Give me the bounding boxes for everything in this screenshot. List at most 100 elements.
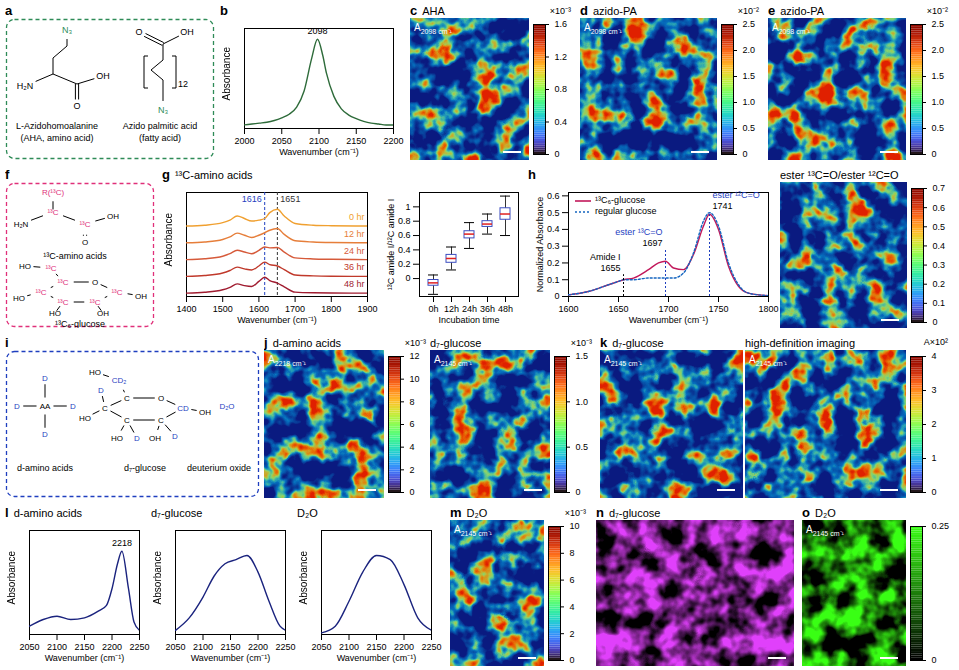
svg-text:0.5: 0.5 [576,442,589,452]
svg-text:HO: HO [79,414,91,423]
svg-text:OH: OH [149,434,161,443]
svg-text:0.3: 0.3 [547,241,560,251]
svg-text:A2145 cm⁻¹: A2145 cm⁻¹ [806,524,845,537]
svg-text:1697: 1697 [642,238,662,248]
svg-text:¹³C: ¹³C [47,208,58,217]
svg-text:¹³C₆-glucose: ¹³C₆-glucose [55,319,105,328]
svg-text:C: C [124,416,130,425]
svg-text:0.8: 0.8 [398,216,411,226]
svg-text:CD₂: CD₂ [112,376,127,385]
svg-text:4: 4 [570,602,575,612]
svg-text:1.5: 1.5 [743,71,756,81]
svg-text:N₃: N₃ [62,25,72,35]
svg-text:12h: 12h [444,304,459,314]
svg-text:2150: 2150 [366,642,386,652]
svg-text:0h: 0h [428,304,438,314]
svg-text:L-Azidohomoalanine: L-Azidohomoalanine [16,121,98,131]
svg-text:OH: OH [96,71,110,81]
svg-text:1500: 1500 [213,304,233,314]
svg-text:0.2: 0.2 [398,259,411,269]
svg-text:N₃: N₃ [158,105,168,115]
svg-text:4: 4 [932,351,937,361]
svg-text:0.6: 0.6 [398,230,411,240]
svg-text:2: 2 [932,419,937,429]
svg-text:2: 2 [570,629,575,639]
svg-text:1400: 1400 [176,304,196,314]
svg-text:0: 0 [932,149,937,159]
svg-text:Wavenumber (cm⁻¹): Wavenumber (cm⁻¹) [237,315,317,325]
svg-text:0.8: 0.8 [555,84,568,94]
svg-text:1700: 1700 [658,304,678,314]
svg-text:6: 6 [410,419,415,429]
svg-text:1.0: 1.0 [576,397,589,407]
svg-text:24 hr: 24 hr [344,246,365,256]
svg-text:deuterium oxide: deuterium oxide [187,463,251,473]
svg-text:8: 8 [570,548,575,558]
svg-text:2200: 2200 [248,642,268,652]
svg-text:1800: 1800 [321,304,341,314]
svg-text:8: 8 [410,397,415,407]
svg-text:0.4: 0.4 [398,245,411,255]
svg-text:A2145 cm⁻¹: A2145 cm⁻¹ [454,524,493,537]
svg-text:2150: 2150 [220,642,240,652]
svg-text:OH: OH [199,408,211,417]
svg-text:A2098 cm⁻¹: A2098 cm⁻¹ [414,22,453,35]
svg-text:0: 0 [743,149,748,159]
svg-text:0.6: 0.6 [547,191,560,201]
svg-text:2150: 2150 [346,136,366,146]
svg-text:2.5: 2.5 [743,19,756,29]
svg-text:0.4: 0.4 [547,224,560,234]
svg-text:2200: 2200 [102,642,122,652]
svg-text:0: 0 [932,655,937,665]
svg-text:0: 0 [405,273,410,283]
svg-text:A2145 cm⁻¹: A2145 cm⁻¹ [604,354,643,367]
svg-text:0 hr: 0 hr [349,212,365,222]
svg-text:0.6: 0.6 [933,203,946,213]
svg-text:1651: 1651 [280,194,300,204]
svg-text:1.2: 1.2 [555,52,568,62]
svg-text:2250: 2250 [421,642,441,652]
svg-text:2098: 2098 [307,26,327,36]
svg-text:2.0: 2.0 [932,45,945,55]
svg-text:d₇-glucose: d₇-glucose [124,463,166,473]
svg-text:O: O [92,278,98,287]
svg-text:HO: HO [111,434,123,443]
svg-text:1.6: 1.6 [555,19,568,29]
svg-text:1741: 1741 [713,201,733,211]
svg-text:36 hr: 36 hr [344,262,365,272]
svg-text:2.5: 2.5 [932,19,945,29]
svg-text:C: C [158,416,164,425]
svg-text:0.7: 0.7 [933,183,946,193]
svg-text:2050: 2050 [272,136,292,146]
svg-text:0.5: 0.5 [547,208,560,218]
svg-text:¹³C: ¹³C [89,298,100,307]
svg-text:Amide I: Amide I [590,252,621,262]
svg-text:12: 12 [410,351,420,361]
svg-text:D₂O: D₂O [219,402,234,411]
svg-text:Wavenumber (cm⁻¹): Wavenumber (cm⁻¹) [337,653,417,663]
svg-text:O: O [73,101,80,111]
svg-text:1.5: 1.5 [932,71,945,81]
svg-text:0.3: 0.3 [933,260,946,270]
svg-text:1.5: 1.5 [576,351,589,361]
svg-text:1.0: 1.0 [932,97,945,107]
svg-text:2100: 2100 [339,642,359,652]
svg-text:ester ¹³C=O: ester ¹³C=O [615,227,662,237]
svg-text:O: O [82,238,88,247]
svg-text:¹³C: ¹³C [111,288,122,297]
svg-text:D: D [134,434,140,443]
svg-text:0.2: 0.2 [547,258,560,268]
svg-text:0.5: 0.5 [932,123,945,133]
svg-text:Wavenumber (cm⁻¹): Wavenumber (cm⁻¹) [629,315,709,325]
svg-text:d-amino acids: d-amino acids [17,463,74,473]
svg-text:2218: 2218 [112,538,132,548]
svg-text:48 hr: 48 hr [344,279,365,289]
svg-text:2000: 2000 [234,136,254,146]
svg-text:3: 3 [932,385,937,395]
svg-text:1.0: 1.0 [743,97,756,107]
svg-text:24h: 24h [462,304,477,314]
svg-text:48h: 48h [498,304,513,314]
svg-text:0: 0 [554,291,559,301]
svg-text:2.0: 2.0 [743,45,756,55]
svg-text:0: 0 [570,655,575,665]
